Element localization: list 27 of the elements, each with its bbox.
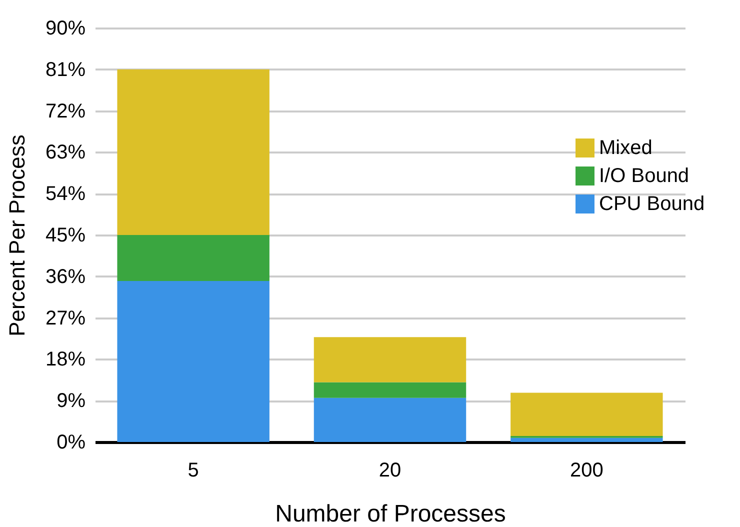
bar [510,438,663,442]
y-tick-label: 90% [45,18,86,40]
legend-label: Mixed [599,137,652,159]
y-tick-label: 36% [45,266,86,288]
bar [314,398,466,442]
x-axis-title: Number of Processes [275,500,506,527]
bar [117,235,270,281]
x-tick-label: 5 [188,460,199,482]
y-tick-label: 63% [45,142,86,164]
y-tick-label: 0% [56,432,86,454]
y-tick-label: 81% [45,58,86,81]
y-tick-label: 27% [45,307,86,330]
y-tick-label: 72% [45,100,86,122]
y-tick-label: 9% [56,390,86,412]
bar [117,281,270,442]
legend-label: I/O Bound [599,165,690,187]
legend-label: CPU Bound [599,193,705,215]
bar [314,382,466,398]
x-tick-label: 20 [378,460,402,482]
bar [117,69,270,235]
y-axis-title: Percent Per Process [4,134,30,336]
y-tick-label: 54% [45,183,86,206]
y-tick-label: 45% [45,224,86,246]
bar [314,337,466,382]
y-tick-label: 18% [45,348,86,371]
x-tick-label: 200 [570,460,604,482]
bar [510,392,663,436]
